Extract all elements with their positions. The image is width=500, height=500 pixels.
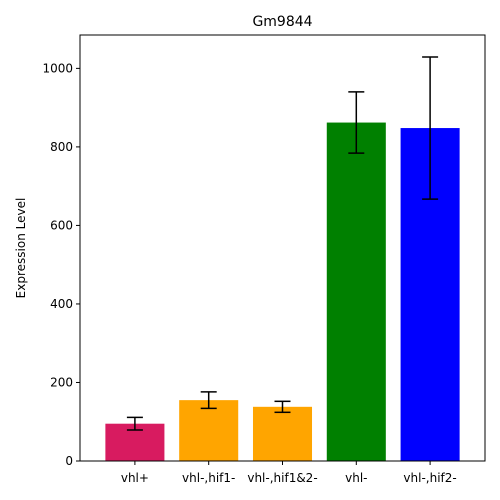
y-tick-label: 600 [50, 218, 73, 232]
x-tick-label: vhl-,hif2- [403, 471, 456, 485]
y-tick-label: 1000 [42, 61, 73, 75]
y-tick-label: 0 [65, 454, 73, 468]
x-tick-label: vhl-,hif1&2- [247, 471, 317, 485]
chart-title: Gm9844 [252, 14, 312, 30]
y-axis-ticks: 0 200 400 600 800 1000 [42, 61, 80, 468]
bar [179, 400, 239, 461]
plot-frame [79, 34, 486, 462]
x-axis-ticks: vhl+ vhl-,hif1- vhl-,hif1&2- vhl-vhl-,hif2- [121, 461, 457, 485]
y-tick-label: 200 [50, 375, 73, 389]
y-tick-label: 400 [50, 297, 73, 311]
x-tick-label: vhl+ [121, 471, 149, 485]
bar [252, 406, 313, 461]
x-tick-label: vhl-,hif1- [182, 471, 235, 485]
error-bars-layer [126, 56, 439, 431]
bar [326, 122, 386, 462]
y-axis-label: Expression Level [14, 198, 28, 299]
y-tick-label: 800 [50, 140, 73, 154]
x-tick-label: vhl- [345, 471, 367, 485]
